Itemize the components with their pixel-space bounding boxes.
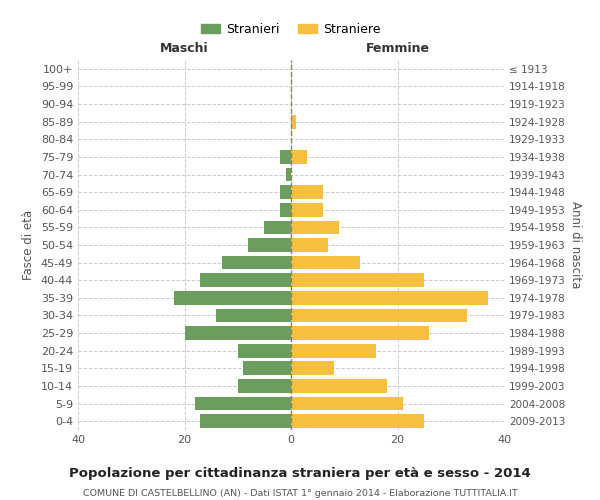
Bar [248,238,291,252]
Bar [243,362,291,375]
Bar [291,414,424,428]
Bar [291,203,323,216]
Text: Popolazione per cittadinanza straniera per età e sesso - 2014: Popolazione per cittadinanza straniera p… [69,468,531,480]
Bar [200,274,291,287]
Text: COMUNE DI CASTELBELLINO (AN) - Dati ISTAT 1° gennaio 2014 - Elaborazione TUTTITA: COMUNE DI CASTELBELLINO (AN) - Dati ISTA… [83,489,517,498]
Bar [291,186,323,199]
Bar [286,168,291,181]
Bar [185,326,291,340]
Bar [291,274,424,287]
Y-axis label: Fasce di età: Fasce di età [22,210,35,280]
Bar [291,291,488,304]
Bar [265,220,291,234]
Bar [291,326,430,340]
Bar [291,220,339,234]
Bar [291,256,360,270]
Bar [291,115,296,128]
Bar [280,203,291,216]
Text: Femmine: Femmine [365,42,430,54]
Bar [280,150,291,164]
Bar [238,344,291,358]
Text: Maschi: Maschi [160,42,209,54]
Bar [291,238,328,252]
Bar [291,344,376,358]
Bar [238,379,291,393]
Bar [291,362,334,375]
Bar [217,308,291,322]
Y-axis label: Anni di nascita: Anni di nascita [569,202,582,288]
Bar [291,150,307,164]
Bar [195,396,291,410]
Bar [291,308,467,322]
Bar [291,379,387,393]
Bar [174,291,291,304]
Bar [222,256,291,270]
Bar [280,186,291,199]
Bar [291,396,403,410]
Legend: Stranieri, Straniere: Stranieri, Straniere [196,18,386,41]
Bar [200,414,291,428]
